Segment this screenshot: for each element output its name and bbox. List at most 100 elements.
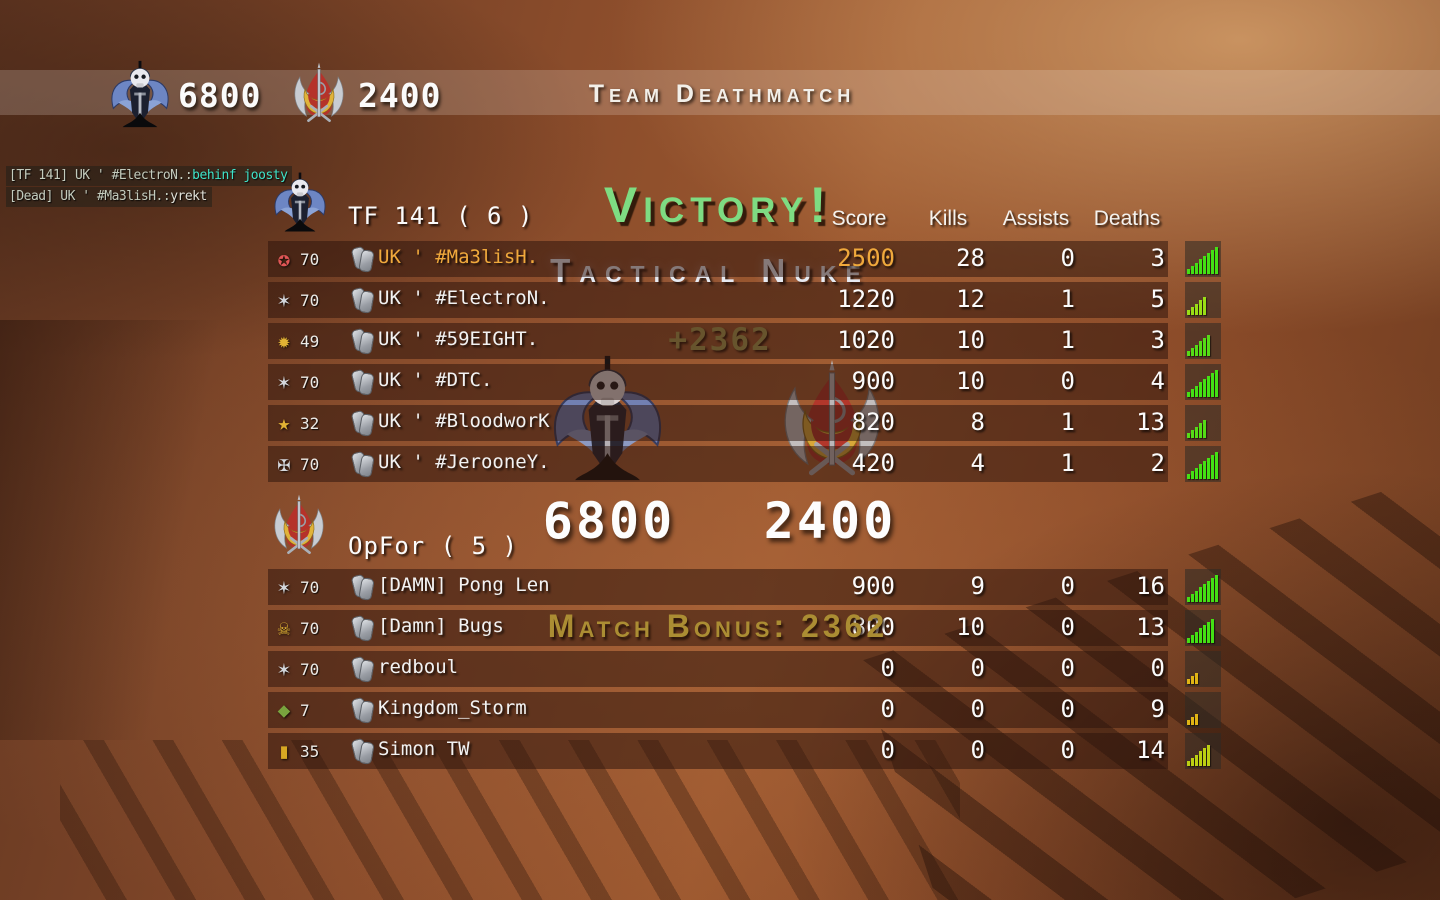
player-name: UK ' #Ma3lisH.	[378, 246, 539, 268]
connection-meter	[1185, 446, 1221, 482]
chat-message: behinf joosty	[192, 168, 288, 183]
player-name: [Damn] Bugs	[378, 615, 504, 637]
score-value: 1020	[837, 326, 895, 354]
player-row[interactable]: ✶ 70 UK ' #ElectroN. 1220 12 1 5	[268, 282, 1168, 318]
column-header-deaths: Deaths	[1093, 207, 1161, 230]
rank-emblem-icon: ☠	[277, 616, 291, 640]
player-name: UK ' #ElectroN.	[378, 287, 550, 309]
player-name: redboul	[378, 656, 459, 678]
connection-meter	[1185, 405, 1221, 441]
deaths-value: 3	[1150, 244, 1165, 272]
rank-emblem-icon: ▮	[277, 739, 291, 763]
connection-meter	[1185, 323, 1221, 359]
tf141-emblem-icon	[274, 172, 326, 232]
player-name: UK ' #59EIGHT.	[378, 328, 539, 350]
dogtags-icon	[350, 450, 375, 478]
assists-value: 1	[1060, 449, 1075, 477]
player-name: Kingdom_Storm	[378, 697, 527, 719]
assists-value: 0	[1060, 695, 1075, 723]
team1-total-score: 6800	[542, 492, 676, 550]
player-row[interactable]: ✠ 70 UK ' #JerooneY. 420 4 1 2	[268, 446, 1168, 482]
player-level: 70	[300, 578, 320, 597]
player-row[interactable]: ✪ 70 UK ' #Ma3lisH. 2500 28 0 3	[268, 241, 1168, 277]
dogtags-icon	[350, 368, 375, 396]
player-name: UK ' #JerooneY.	[378, 451, 550, 473]
player-row[interactable]: ★ 32 UK ' #BloodworK 820 8 1 13	[268, 405, 1168, 441]
kills-value: 10	[956, 613, 985, 641]
player-row[interactable]: ☠ 70 [Damn] Bugs 800 10 0 13	[268, 610, 1168, 646]
player-name: [DAMN] Pong Len	[378, 574, 550, 596]
rank-emblem-icon: ✠	[277, 452, 291, 476]
connection-meter	[1185, 569, 1221, 605]
rank-emblem-icon: ✶	[277, 657, 291, 681]
chat-actor: [TF 141] UK ' #ElectroN.:	[9, 168, 193, 183]
team1-score-topbar: 6800	[178, 76, 262, 115]
column-header-assists: Assists	[1002, 207, 1070, 230]
player-name: Simon TW	[378, 738, 470, 760]
column-header-score: Score	[831, 207, 887, 230]
assists-value: 0	[1060, 613, 1075, 641]
player-level: 32	[300, 414, 320, 433]
deaths-value: 3	[1150, 326, 1165, 354]
dogtags-icon	[350, 696, 375, 724]
player-row[interactable]: ✶ 70 [DAMN] Pong Len 900 9 0 16	[268, 569, 1168, 605]
player-row[interactable]: ✹ 49 UK ' #59EIGHT. 1020 10 1 3	[268, 323, 1168, 359]
assists-value: 1	[1060, 285, 1075, 313]
score-value: 800	[851, 613, 895, 641]
tf141-emblem-icon	[111, 60, 169, 128]
kills-value: 4	[970, 449, 985, 477]
dogtags-icon	[350, 573, 375, 601]
player-level: 70	[300, 660, 320, 679]
kills-value: 10	[956, 326, 985, 354]
rank-emblem-icon: ◆	[277, 698, 291, 722]
rank-emblem-icon: ✶	[277, 370, 291, 394]
deaths-value: 13	[1136, 613, 1165, 641]
kills-value: 10	[956, 367, 985, 395]
rank-emblem-icon: ✶	[277, 288, 291, 312]
kills-value: 9	[970, 572, 985, 600]
assists-value: 0	[1060, 244, 1075, 272]
player-row[interactable]: ✶ 70 redboul 0 0 0 0	[268, 651, 1168, 687]
deaths-value: 9	[1150, 695, 1165, 723]
chat-actor: [Dead] UK ' #Ma3lisH.:	[9, 189, 171, 204]
score-value: 0	[880, 695, 895, 723]
player-name: UK ' #BloodworK	[378, 410, 550, 432]
assists-value: 0	[1060, 367, 1075, 395]
match-bonus-banner: Match Bonus: 2362	[547, 608, 889, 644]
player-level: 70	[300, 619, 320, 638]
team2-label: OpFor ( 5 )	[348, 532, 518, 560]
score-value: 1220	[837, 285, 895, 313]
player-row[interactable]: ◆ 7 Kingdom_Storm 0 0 0 9	[268, 692, 1168, 728]
player-row[interactable]: ▮ 35 Simon TW 0 0 0 14	[268, 733, 1168, 769]
dogtags-icon	[350, 286, 375, 314]
score-value: 820	[851, 408, 895, 436]
kills-value: 8	[970, 408, 985, 436]
team2-total-score: 2400	[763, 492, 897, 550]
team1-label: TF 141 ( 6 )	[348, 202, 534, 230]
chat-message: yrekt	[170, 189, 207, 204]
kills-value: 0	[970, 654, 985, 682]
topbar-band	[0, 70, 1440, 115]
kills-value: 28	[956, 244, 985, 272]
shadow-patch	[0, 320, 260, 740]
opfor-emblem-icon	[273, 493, 325, 555]
dogtags-icon	[350, 614, 375, 642]
player-row[interactable]: ✶ 70 UK ' #DTC. 900 10 0 4	[268, 364, 1168, 400]
connection-meter	[1185, 651, 1221, 687]
shadow-patch	[859, 476, 1440, 900]
rank-emblem-icon: ★	[277, 411, 291, 435]
deaths-value: 5	[1150, 285, 1165, 313]
kills-value: 0	[970, 736, 985, 764]
victory-banner: Victory!	[603, 177, 833, 233]
player-name: UK ' #DTC.	[378, 369, 493, 391]
player-level: 7	[300, 701, 310, 720]
player-level: 49	[300, 332, 320, 351]
assists-value: 0	[1060, 572, 1075, 600]
player-level: 70	[300, 455, 320, 474]
connection-meter	[1185, 282, 1221, 318]
team2-score-topbar: 2400	[358, 76, 442, 115]
deaths-value: 4	[1150, 367, 1165, 395]
deaths-value: 13	[1136, 408, 1165, 436]
connection-meter	[1185, 733, 1221, 769]
